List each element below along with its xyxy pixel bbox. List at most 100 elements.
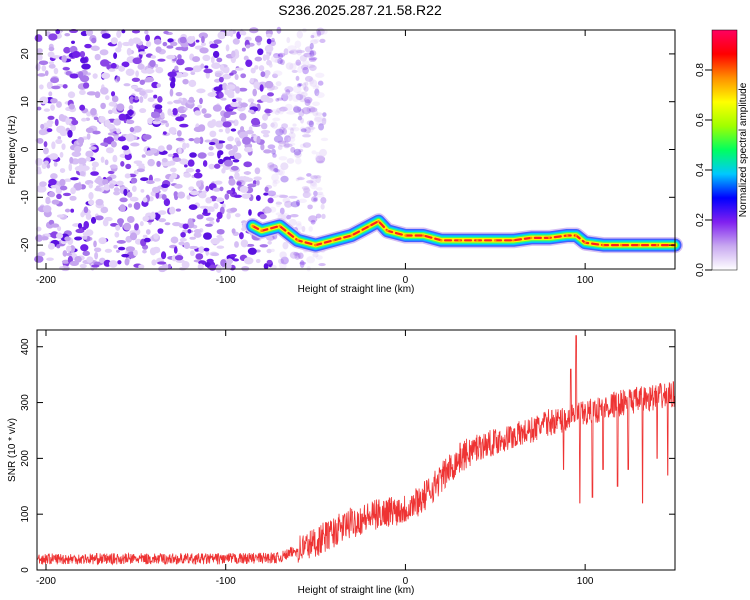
noise-speckle bbox=[170, 236, 179, 244]
noise-speckle bbox=[121, 253, 130, 258]
noise-speckle bbox=[225, 44, 230, 52]
noise-speckle bbox=[310, 178, 317, 187]
noise-speckle bbox=[280, 256, 289, 265]
noise-speckle bbox=[298, 198, 307, 204]
noise-speckle bbox=[124, 173, 131, 179]
noise-speckle bbox=[274, 169, 281, 173]
noise-speckle bbox=[102, 219, 109, 227]
snr-series-line bbox=[36, 335, 676, 566]
noise-speckle bbox=[306, 180, 314, 184]
noise-speckle bbox=[71, 40, 75, 44]
noise-speckle bbox=[302, 82, 307, 91]
noise-speckle bbox=[41, 65, 47, 72]
noise-speckle bbox=[180, 231, 186, 238]
noise-speckle bbox=[118, 246, 126, 251]
noise-speckle bbox=[155, 66, 164, 74]
noise-speckle bbox=[161, 194, 167, 200]
noise-speckle bbox=[150, 111, 161, 119]
noise-speckle bbox=[277, 140, 287, 144]
noise-speckle bbox=[218, 129, 224, 133]
noise-speckle bbox=[199, 136, 204, 145]
noise-speckle bbox=[82, 250, 90, 256]
noise-speckle bbox=[112, 154, 118, 163]
noise-speckle bbox=[253, 176, 262, 181]
noise-speckle bbox=[248, 209, 252, 216]
noise-speckle bbox=[230, 165, 239, 171]
noise-speckle bbox=[270, 264, 277, 270]
noise-speckle bbox=[300, 128, 307, 133]
noise-speckle bbox=[160, 112, 165, 119]
noise-speckle bbox=[304, 81, 309, 87]
noise-speckle bbox=[216, 245, 225, 249]
noise-speckle bbox=[34, 255, 44, 263]
noise-speckle bbox=[48, 46, 55, 52]
noise-speckle bbox=[44, 70, 49, 77]
noise-speckle bbox=[279, 126, 285, 133]
noise-speckle bbox=[50, 77, 59, 84]
noise-speckle bbox=[196, 214, 204, 220]
noise-speckle bbox=[222, 121, 232, 128]
noise-speckle bbox=[212, 104, 222, 112]
noise-speckle bbox=[177, 191, 186, 199]
noise-speckle bbox=[94, 187, 102, 192]
noise-speckle bbox=[48, 178, 57, 186]
ridge-point bbox=[350, 234, 353, 237]
noise-speckle bbox=[304, 126, 311, 134]
noise-speckle bbox=[282, 197, 291, 203]
noise-speckle bbox=[234, 67, 244, 71]
noise-speckle bbox=[254, 35, 263, 43]
noise-speckle bbox=[304, 99, 311, 107]
noise-speckle bbox=[91, 264, 100, 268]
ridge-point bbox=[512, 239, 515, 242]
noise-speckle bbox=[81, 117, 87, 122]
noise-speckle bbox=[169, 167, 177, 173]
noise-speckle bbox=[263, 263, 269, 270]
noise-speckle bbox=[174, 183, 183, 189]
noise-speckle bbox=[278, 258, 285, 264]
noise-speckle bbox=[197, 263, 204, 270]
noise-speckle bbox=[201, 108, 207, 114]
noise-speckle bbox=[279, 106, 288, 112]
noise-speckle bbox=[145, 229, 151, 235]
noise-speckle bbox=[167, 153, 174, 157]
noise-speckle bbox=[271, 194, 279, 198]
noise-speckle bbox=[69, 73, 79, 79]
noise-speckle bbox=[183, 172, 192, 178]
noise-speckle bbox=[278, 108, 284, 115]
noise-speckle bbox=[142, 249, 147, 254]
noise-speckle bbox=[65, 117, 71, 126]
noise-speckle bbox=[243, 257, 254, 265]
noise-speckle bbox=[277, 57, 283, 65]
noise-speckle bbox=[296, 199, 300, 206]
noise-speckle bbox=[266, 190, 277, 197]
noise-speckle bbox=[260, 71, 266, 78]
noise-speckle bbox=[298, 108, 305, 117]
noise-speckle bbox=[288, 218, 297, 227]
noise-speckle bbox=[193, 228, 202, 234]
noise-speckle bbox=[203, 68, 213, 74]
noise-speckle bbox=[147, 158, 155, 167]
noise-speckle bbox=[295, 221, 302, 226]
noise-speckle bbox=[309, 42, 314, 50]
noise-speckle bbox=[176, 130, 182, 137]
noise-speckle bbox=[88, 146, 97, 150]
noise-speckle bbox=[47, 119, 52, 123]
noise-speckle bbox=[123, 188, 128, 196]
noise-speckle bbox=[308, 226, 313, 232]
noise-speckle bbox=[309, 50, 317, 57]
noise-speckle bbox=[302, 60, 310, 66]
noise-speckle bbox=[220, 97, 227, 101]
noise-speckle bbox=[145, 150, 154, 156]
noise-speckle bbox=[117, 41, 123, 50]
noise-speckle bbox=[202, 160, 208, 167]
noise-speckle bbox=[41, 236, 49, 241]
noise-speckle bbox=[50, 243, 55, 247]
noise-speckle bbox=[116, 249, 120, 253]
noise-speckle bbox=[86, 91, 97, 96]
noise-speckle bbox=[308, 56, 318, 61]
noise-speckle bbox=[245, 130, 254, 135]
noise-speckle bbox=[105, 147, 114, 154]
noise-speckle bbox=[70, 208, 75, 213]
noise-speckle bbox=[275, 200, 281, 208]
noise-speckle bbox=[110, 62, 117, 69]
